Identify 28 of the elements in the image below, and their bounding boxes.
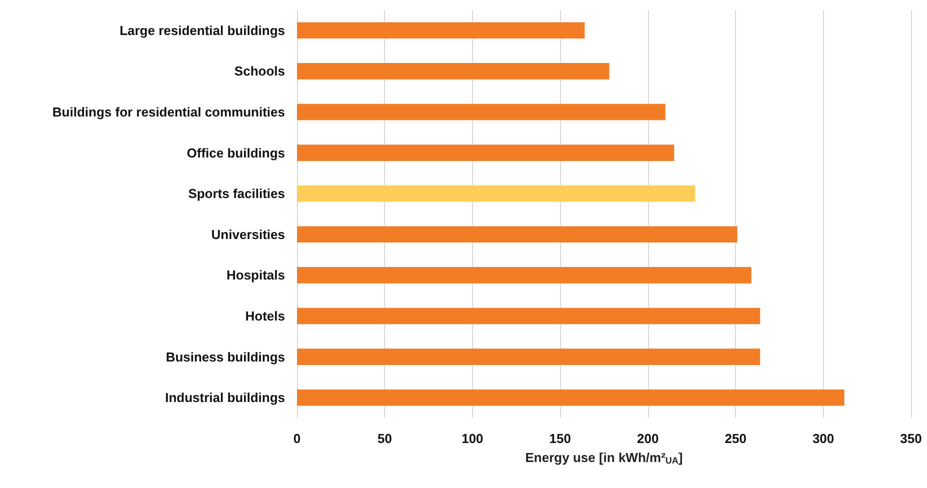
bar: [297, 144, 674, 161]
bar: [297, 22, 585, 39]
y-tick-label: Hotels: [245, 308, 285, 324]
bar: [297, 267, 752, 284]
y-tick-label: Universities: [211, 226, 285, 242]
bar: [297, 104, 666, 120]
x-tick-label: 0: [293, 431, 301, 446]
y-tick-label: Large residential buildings: [120, 22, 285, 38]
x-tick-label: 350: [900, 431, 922, 446]
x-tick-label: 100: [462, 431, 484, 446]
x-tick-label: 150: [549, 431, 571, 446]
bar: [297, 348, 760, 365]
x-tick-label: 200: [637, 431, 659, 446]
bar: [297, 389, 844, 406]
y-tick-label: Industrial buildings: [165, 390, 285, 406]
y-tick-label: Schools: [234, 64, 285, 79]
x-tick-label: 50: [377, 431, 392, 446]
bar: [297, 185, 696, 202]
y-tick-label: Sports facilities: [188, 186, 285, 202]
bar: [297, 308, 760, 324]
y-tick-label: Office buildings: [186, 145, 285, 160]
y-tick-label: Hospitals: [226, 268, 285, 283]
x-tick-label: 250: [724, 431, 746, 446]
y-tick-label: Buildings for residential communities: [52, 104, 285, 120]
bar: [297, 226, 738, 243]
bar: [297, 63, 610, 80]
x-tick-label: 300: [812, 431, 834, 446]
y-tick-label: Business buildings: [166, 349, 285, 364]
